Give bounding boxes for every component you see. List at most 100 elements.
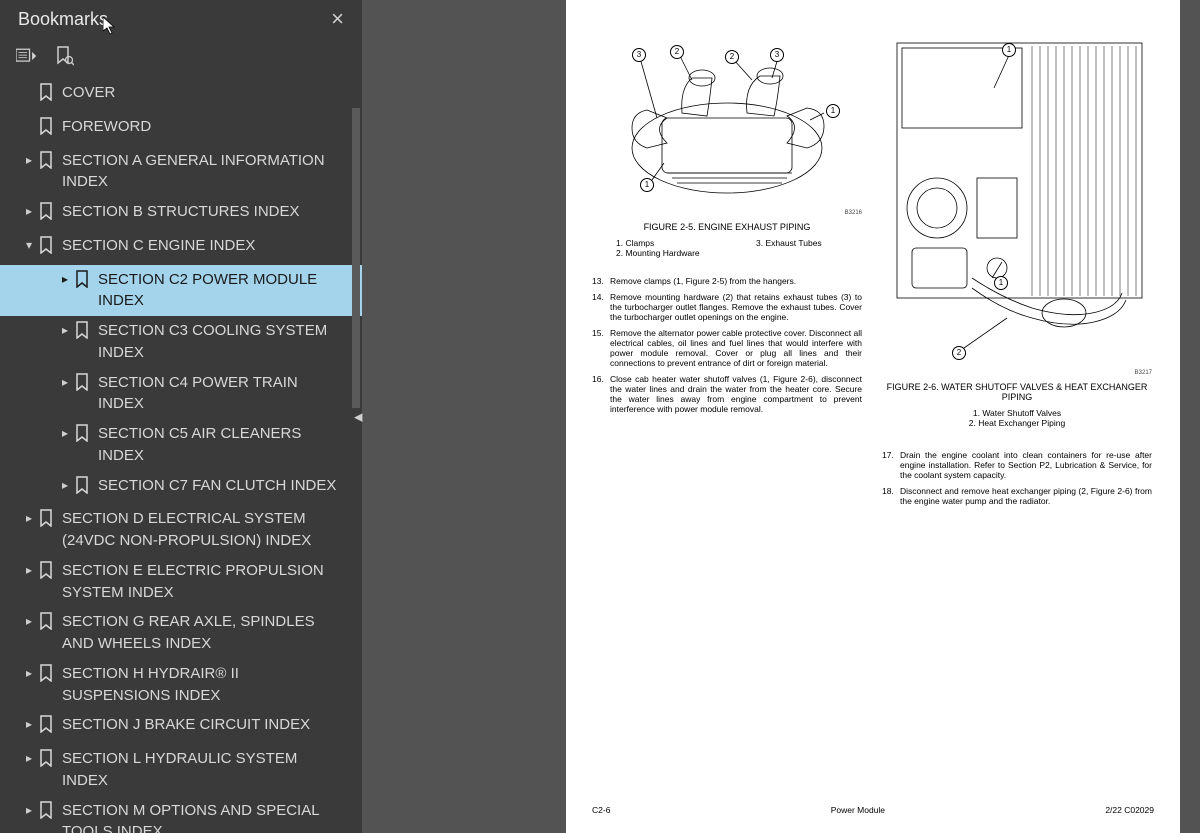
bookmark-item[interactable]: ▸ SECTION J BRAKE CIRCUIT INDEX [0,710,362,744]
bookmark-label: SECTION E ELECTRIC PROPULSION SYSTEM IND… [62,560,354,604]
expand-arrow-icon[interactable]: ▸ [20,663,38,682]
instruction-step: 14.Remove mounting hardware (2) that ret… [592,292,862,322]
bookmark-icon [74,475,94,501]
bookmark-item[interactable]: ▸ SECTION C4 POWER TRAIN INDEX [0,368,362,420]
step-text: Remove the alternator power cable protec… [610,328,862,368]
bookmark-label: SECTION L HYDRAULIC SYSTEM INDEX [62,748,354,792]
callout: 1 [994,276,1008,290]
bookmark-item[interactable]: ▾ SECTION C ENGINE INDEX [0,231,362,265]
expand-arrow-icon[interactable]: ▸ [56,475,74,494]
bookmark-item[interactable]: ▸ SECTION G REAR AXLE, SPINDLES AND WHEEL… [0,607,362,659]
expand-arrow-icon[interactable]: ▸ [20,800,38,819]
expand-arrow-icon[interactable]: ▸ [20,508,38,527]
bookmark-item[interactable]: ▸ SECTION C5 AIR CLEANERS INDEX [0,419,362,471]
bookmark-icon [74,423,94,449]
bookmark-icon [38,611,58,637]
document-viewport[interactable]: ◀ [362,0,1200,833]
bookmark-item[interactable]: ▸SECTION H HYDRAIR® II SUSPENSIONS INDEX [0,659,362,711]
figure-2-6-caption: FIGURE 2-6. WATER SHUTOFF VALVES & HEAT … [882,382,1152,402]
bookmark-find-icon[interactable] [56,46,78,66]
bookmark-icon [38,201,58,227]
bookmark-label: COVER [62,82,354,104]
bookmark-label: SECTION C4 POWER TRAIN INDEX [98,372,354,416]
steps-left: 13.Remove clamps (1, Figure 2-5) from th… [592,276,862,414]
figure-2-5-caption: FIGURE 2-5. ENGINE EXHAUST PIPING [592,222,862,232]
step-text: Close cab heater water shutoff valves (1… [610,374,862,414]
steps-right: 17.Drain the engine coolant into clean c… [882,450,1152,506]
bookmark-label: SECTION J BRAKE CIRCUIT INDEX [62,714,354,736]
options-icon[interactable] [16,46,38,66]
figure-2-6-image: 1 1 2 B3217 [882,18,1152,378]
scrollbar-thumb[interactable] [352,108,360,408]
bookmark-item[interactable]: ▸ SECTION L HYDRAULIC SYSTEM INDEX [0,744,362,796]
bookmark-icon [74,372,94,398]
bookmark-label: SECTION C ENGINE INDEX [62,235,354,257]
page-footer: C2-6 Power Module 2/22 C02029 [592,805,1154,815]
instruction-step: 15.Remove the alternator power cable pro… [592,328,862,368]
expand-arrow-icon[interactable]: ▸ [20,714,38,733]
instruction-step: 16.Close cab heater water shutoff valves… [592,374,862,414]
expand-arrow-icon[interactable]: ▸ [20,611,38,630]
bookmark-list[interactable]: COVER FOREWORD ▸ SECTION A GENERAL INFORMAT… [0,76,362,833]
bookmark-label: SECTION M OPTIONS AND SPECIAL TOOLS INDE… [62,800,354,833]
bookmark-label: SECTION C5 AIR CLEANERS INDEX [98,423,354,467]
expand-arrow-icon[interactable]: ▸ [20,201,38,220]
bookmark-label: SECTION D ELECTRICAL SYSTEM (24VDC NON-P… [62,508,354,552]
step-number: 13. [592,276,610,286]
bookmark-icon [38,235,58,261]
callout: 1 [1002,43,1016,57]
bookmark-item[interactable]: ▸ SECTION M OPTIONS AND SPECIAL TOOLS IND… [0,796,362,833]
expand-arrow-icon[interactable]: ▸ [56,372,74,391]
expand-arrow-icon[interactable]: ▸ [20,150,38,169]
instruction-step: 17.Drain the engine coolant into clean c… [882,450,1152,480]
bookmark-item[interactable]: ▸ SECTION C7 FAN CLUTCH INDEX [0,471,362,505]
figure-2-6: 1 1 2 B3217 FIGURE 2-6. WATER SHUTOFF VA… [882,18,1152,428]
callout: 1 [640,178,654,192]
page-right-column: 1 1 2 B3217 FIGURE 2-6. WATER SHUTOFF VA… [882,18,1152,512]
figure-2-5-image: 3 2 2 3 1 1 B3216 [592,18,862,218]
bookmark-item[interactable]: ▸ SECTION C2 POWER MODULE INDEX [0,265,362,317]
footer-right: 2/22 C02029 [1105,805,1154,815]
step-number: 14. [592,292,610,322]
step-number: 17. [882,450,900,480]
bookmark-icon [38,82,58,108]
bookmark-item[interactable]: ▸ SECTION E ELECTRIC PROPULSION SYSTEM IN… [0,556,362,608]
expand-arrow-icon[interactable]: ▸ [56,423,74,442]
bookmark-item[interactable]: COVER [0,78,362,112]
bookmark-icon [38,560,58,586]
expand-arrow-icon[interactable]: ▾ [20,235,38,254]
figure-2-5: 3 2 2 3 1 1 B3216 FIGURE 2-5. ENGINE EXH… [592,18,862,258]
figure-2-6-legend: 1. Water Shutoff Valves 2. Heat Exchange… [882,408,1152,428]
bookmark-icon [38,714,58,740]
collapse-handle-icon[interactable]: ◀ [354,410,362,423]
expand-arrow-icon[interactable]: ▸ [20,560,38,579]
callout: 1 [826,104,840,118]
sidebar-header: Bookmarks × [0,0,362,40]
bookmark-label: SECTION G REAR AXLE, SPINDLES AND WHEELS… [62,611,354,655]
step-text: Remove clamps (1, Figure 2-5) from the h… [610,276,862,286]
bookmark-item[interactable]: FOREWORD [0,112,362,146]
bookmark-label: SECTION A GENERAL INFORMATION INDEX [62,150,354,194]
bookmark-item[interactable]: ▸ SECTION D ELECTRICAL SYSTEM (24VDC NON-… [0,504,362,556]
bookmark-label: FOREWORD [62,116,354,138]
bookmark-item[interactable]: ▸SECTION C3 COOLING SYSTEM INDEX [0,316,362,368]
bookmark-item[interactable]: ▸ SECTION B STRUCTURES INDEX [0,197,362,231]
bookmarks-sidebar: Bookmarks × COVER FOREWORD ▸ SECTION A GENE… [0,0,362,833]
sidebar-title: Bookmarks [18,9,108,30]
sidebar-toolbar [0,40,362,76]
bookmark-icon [38,748,58,774]
step-number: 18. [882,486,900,506]
footer-center: Power Module [831,805,885,815]
bookmark-label: SECTION C7 FAN CLUTCH INDEX [98,475,354,497]
close-icon[interactable]: × [325,6,350,32]
bookmark-label: SECTION B STRUCTURES INDEX [62,201,354,223]
expand-arrow-icon[interactable]: ▸ [56,320,74,339]
bookmark-icon [38,663,58,689]
step-text: Remove mounting hardware (2) that retain… [610,292,862,322]
expand-arrow-icon[interactable]: ▸ [56,269,74,288]
step-text: Drain the engine coolant into clean cont… [900,450,1152,480]
bookmark-label: SECTION C2 POWER MODULE INDEX [98,269,354,313]
bookmark-item[interactable]: ▸ SECTION A GENERAL INFORMATION INDEX [0,146,362,198]
expand-arrow-icon[interactable]: ▸ [20,748,38,767]
page-left-column: 3 2 2 3 1 1 B3216 FIGURE 2-5. ENGINE EXH… [592,18,862,512]
